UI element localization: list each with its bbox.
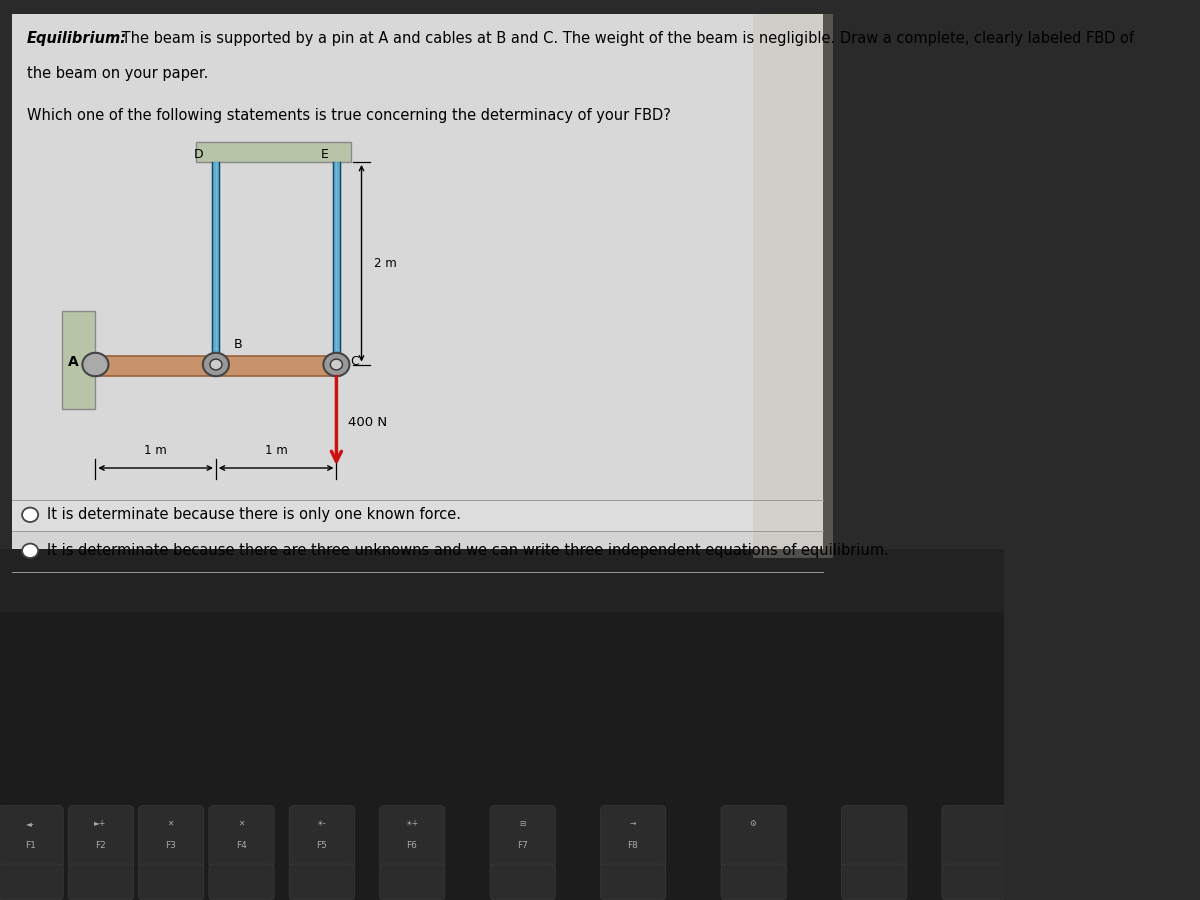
Circle shape xyxy=(323,353,349,376)
FancyBboxPatch shape xyxy=(289,806,354,868)
Text: F2: F2 xyxy=(95,841,106,850)
Text: B: B xyxy=(234,338,242,351)
Text: ⚙: ⚙ xyxy=(750,819,756,828)
FancyBboxPatch shape xyxy=(0,549,1004,612)
Text: ◄-: ◄- xyxy=(26,819,35,828)
Polygon shape xyxy=(212,162,220,364)
FancyBboxPatch shape xyxy=(379,864,445,900)
Text: C: C xyxy=(350,356,359,368)
FancyBboxPatch shape xyxy=(209,806,274,868)
FancyBboxPatch shape xyxy=(600,864,666,900)
Circle shape xyxy=(210,359,222,370)
Text: F3: F3 xyxy=(166,841,176,850)
Text: A: A xyxy=(68,355,79,369)
FancyBboxPatch shape xyxy=(754,14,834,558)
FancyBboxPatch shape xyxy=(92,356,341,376)
FancyBboxPatch shape xyxy=(721,864,786,900)
Circle shape xyxy=(203,353,229,376)
FancyBboxPatch shape xyxy=(62,310,95,410)
Text: F1: F1 xyxy=(25,841,36,850)
FancyBboxPatch shape xyxy=(841,864,907,900)
FancyBboxPatch shape xyxy=(600,806,666,868)
Text: F4: F4 xyxy=(235,841,246,850)
Text: F7: F7 xyxy=(517,841,528,850)
Text: ✕: ✕ xyxy=(168,819,174,828)
Text: ⊟: ⊟ xyxy=(518,819,526,828)
Text: ☀-: ☀- xyxy=(317,819,326,828)
Text: F5: F5 xyxy=(316,841,326,850)
Text: →: → xyxy=(630,819,636,828)
Text: The beam is supported by a pin at A and cables at B and C. The weight of the bea: The beam is supported by a pin at A and … xyxy=(118,32,1134,47)
Text: Equilibrium:: Equilibrium: xyxy=(28,32,127,47)
Text: F8: F8 xyxy=(628,841,638,850)
Text: E: E xyxy=(320,148,329,161)
Text: 1 m: 1 m xyxy=(144,445,167,457)
Circle shape xyxy=(330,359,342,370)
FancyBboxPatch shape xyxy=(289,864,354,900)
FancyBboxPatch shape xyxy=(12,14,823,558)
FancyBboxPatch shape xyxy=(490,864,556,900)
FancyBboxPatch shape xyxy=(12,14,823,558)
Text: the beam on your paper.: the beam on your paper. xyxy=(28,66,209,81)
FancyBboxPatch shape xyxy=(196,142,352,162)
Text: 2 m: 2 m xyxy=(373,256,396,270)
FancyBboxPatch shape xyxy=(942,864,1007,900)
Text: ►+: ►+ xyxy=(95,819,107,828)
Text: ✕: ✕ xyxy=(238,819,244,828)
FancyBboxPatch shape xyxy=(0,562,582,585)
FancyBboxPatch shape xyxy=(68,864,133,900)
Circle shape xyxy=(83,353,108,376)
FancyBboxPatch shape xyxy=(12,500,823,531)
Text: F6: F6 xyxy=(407,841,418,850)
Text: Which one of the following statements is true concerning the determinacy of your: Which one of the following statements is… xyxy=(28,108,671,123)
FancyBboxPatch shape xyxy=(942,806,1007,868)
FancyBboxPatch shape xyxy=(0,612,1004,900)
FancyBboxPatch shape xyxy=(138,806,204,868)
Text: 400 N: 400 N xyxy=(348,417,388,429)
Text: It is determinate because there is only one known force.: It is determinate because there is only … xyxy=(47,508,461,522)
FancyBboxPatch shape xyxy=(138,864,204,900)
FancyBboxPatch shape xyxy=(12,531,823,572)
FancyBboxPatch shape xyxy=(0,806,64,868)
FancyBboxPatch shape xyxy=(721,806,786,868)
Text: ☀+: ☀+ xyxy=(406,819,419,828)
FancyBboxPatch shape xyxy=(841,806,907,868)
Circle shape xyxy=(22,508,38,522)
Polygon shape xyxy=(332,162,340,364)
FancyBboxPatch shape xyxy=(209,864,274,900)
Circle shape xyxy=(22,544,38,558)
Text: 1 m: 1 m xyxy=(265,445,288,457)
Text: D: D xyxy=(194,148,204,161)
FancyBboxPatch shape xyxy=(379,806,445,868)
FancyBboxPatch shape xyxy=(68,806,133,868)
FancyBboxPatch shape xyxy=(0,864,64,900)
FancyBboxPatch shape xyxy=(490,806,556,868)
Text: It is determinate because there are three unknowns and we can write three indepe: It is determinate because there are thre… xyxy=(47,544,889,558)
